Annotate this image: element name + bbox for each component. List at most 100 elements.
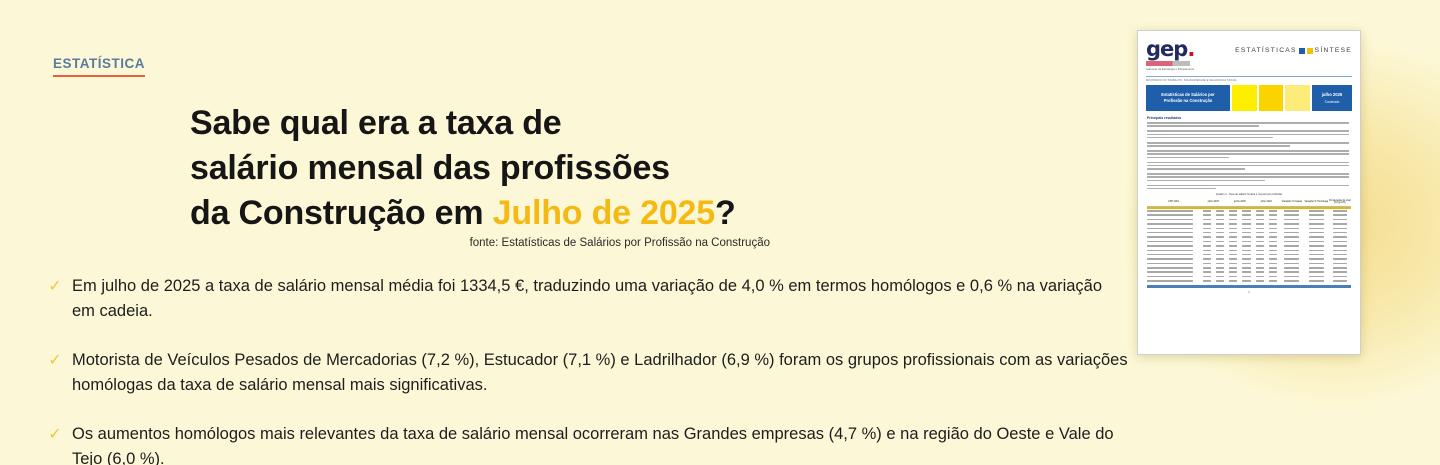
table-row xyxy=(1147,274,1351,278)
row-value-cell xyxy=(1328,217,1351,221)
row-value-cell xyxy=(1200,222,1213,226)
row-value-cell xyxy=(1253,279,1266,283)
header-extra-1: Variação % Cadeia xyxy=(1279,197,1305,208)
row-value-cell xyxy=(1253,257,1266,261)
row-value-cell xyxy=(1280,226,1304,230)
row-value-cell xyxy=(1227,244,1240,248)
page-title: Sabe qual era a taxa de salário mensal d… xyxy=(190,101,810,237)
row-label-cell xyxy=(1147,270,1200,274)
row-value-cell xyxy=(1266,239,1279,243)
row-value-cell xyxy=(1240,252,1253,256)
list-item: ✓ Os aumentos homólogos mais relevantes … xyxy=(38,422,1128,465)
table-row xyxy=(1147,226,1351,230)
row-value-cell xyxy=(1328,257,1351,261)
row-label-cell xyxy=(1147,239,1200,243)
row-value-cell xyxy=(1240,239,1253,243)
row-value-cell xyxy=(1213,226,1226,230)
row-value-cell xyxy=(1304,248,1328,252)
row-value-cell xyxy=(1200,279,1213,283)
table-row xyxy=(1147,248,1351,252)
masthead-word-2: SÍNTESE xyxy=(1314,47,1352,54)
table-row xyxy=(1147,244,1351,248)
table-accent-rule xyxy=(1147,207,1351,209)
row-value-cell xyxy=(1213,279,1226,283)
row-label-cell xyxy=(1147,226,1200,230)
check-icon: ✓ xyxy=(48,426,62,444)
table-caption: Quadro 1 - Taxa de salário horária e men… xyxy=(1215,192,1283,196)
row-value-cell xyxy=(1253,274,1266,278)
header-group-2: junho 2025 xyxy=(1226,197,1254,208)
row-value-cell xyxy=(1266,217,1279,221)
header-divider xyxy=(1146,76,1352,78)
table-row xyxy=(1147,252,1351,256)
row-label-cell xyxy=(1147,266,1200,270)
header-group-1: julho 2025 xyxy=(1200,197,1227,208)
document-title-box: Estatísticas de Salários por Profissão n… xyxy=(1146,85,1230,112)
table-row xyxy=(1147,217,1351,221)
row-value-cell xyxy=(1253,270,1266,274)
ministry-line: MINISTÉRIO DO TRABALHO, SOLIDARIEDADE E … xyxy=(1146,79,1237,83)
header-extra-3: Ponderação do total (%) (jul-25) xyxy=(1328,197,1351,208)
headline-line-1: Sabe qual era a taxa de xyxy=(190,104,562,142)
row-value-cell xyxy=(1304,270,1328,274)
row-value-cell xyxy=(1328,248,1351,252)
masthead-word-1: ESTATÍSTICAS xyxy=(1235,47,1297,54)
headline-line-3: da Construção em Julho de 2025? xyxy=(190,191,810,236)
row-value-cell xyxy=(1200,235,1213,239)
row-value-cell xyxy=(1200,248,1213,252)
document-thumbnail[interactable]: gep. Gabinete de Estratégia e Planeament… xyxy=(1137,30,1361,355)
header-group-3: julho 2024 xyxy=(1253,197,1280,208)
row-value-cell xyxy=(1280,248,1304,252)
row-value-cell xyxy=(1240,222,1253,226)
source-caption: fonte: Estatísticas de Salários por Prof… xyxy=(469,237,770,249)
table-row xyxy=(1147,279,1351,283)
row-value-cell xyxy=(1328,266,1351,270)
row-value-cell xyxy=(1328,261,1351,265)
row-value-cell xyxy=(1213,248,1226,252)
row-value-cell xyxy=(1253,252,1266,256)
data-table: CPP 2010 julho 2025 junho 2025 julho 202… xyxy=(1147,197,1351,208)
row-label-cell xyxy=(1147,209,1200,213)
text-block xyxy=(1147,122,1351,127)
row-value-cell xyxy=(1280,244,1304,248)
row-value-cell xyxy=(1304,226,1328,230)
list-item: ✓ Em julho de 2025 a taxa de salário men… xyxy=(38,274,1128,324)
row-value-cell xyxy=(1227,274,1240,278)
header-profession: CPP 2010 xyxy=(1147,197,1201,208)
row-value-cell xyxy=(1253,209,1266,213)
row-value-cell xyxy=(1213,274,1226,278)
row-value-cell xyxy=(1227,217,1240,221)
row-value-cell xyxy=(1227,226,1240,230)
row-value-cell xyxy=(1328,222,1351,226)
row-value-cell xyxy=(1240,261,1253,265)
check-icon: ✓ xyxy=(48,352,62,370)
row-value-cell xyxy=(1240,266,1253,270)
table-row xyxy=(1147,270,1351,274)
table-header-row: CPP 2010 julho 2025 junho 2025 julho 202… xyxy=(1147,197,1351,208)
eyebrow-label: ESTATÍSTICA xyxy=(53,56,145,77)
row-value-cell xyxy=(1213,261,1226,265)
masthead: ESTATÍSTICAS SÍNTESE xyxy=(1235,47,1352,54)
row-value-cell xyxy=(1304,222,1328,226)
bullet-text: Os aumentos homólogos mais relevantes da… xyxy=(72,425,1114,465)
table-row xyxy=(1147,231,1351,235)
header-extra-2: Variação % Homóloga xyxy=(1304,197,1329,208)
row-label-cell xyxy=(1147,235,1200,239)
bullet-text: Motorista de Veículos Pesados de Mercado… xyxy=(72,351,1128,395)
page-number: 1 xyxy=(1248,289,1250,294)
row-value-cell xyxy=(1227,239,1240,243)
table-body xyxy=(1147,209,1351,284)
row-value-cell xyxy=(1266,274,1279,278)
row-label-cell xyxy=(1147,213,1200,217)
row-value-cell xyxy=(1240,209,1253,213)
row-value-cell xyxy=(1253,222,1266,226)
row-value-cell xyxy=(1227,213,1240,217)
row-value-cell xyxy=(1213,231,1226,235)
row-value-cell xyxy=(1280,213,1304,217)
row-value-cell xyxy=(1213,213,1226,217)
table-row xyxy=(1147,213,1351,217)
document-title-line-1: Estatísticas de Salários por xyxy=(1161,92,1215,98)
row-value-cell xyxy=(1227,261,1240,265)
text-block xyxy=(1147,130,1351,139)
table-row xyxy=(1147,261,1351,265)
